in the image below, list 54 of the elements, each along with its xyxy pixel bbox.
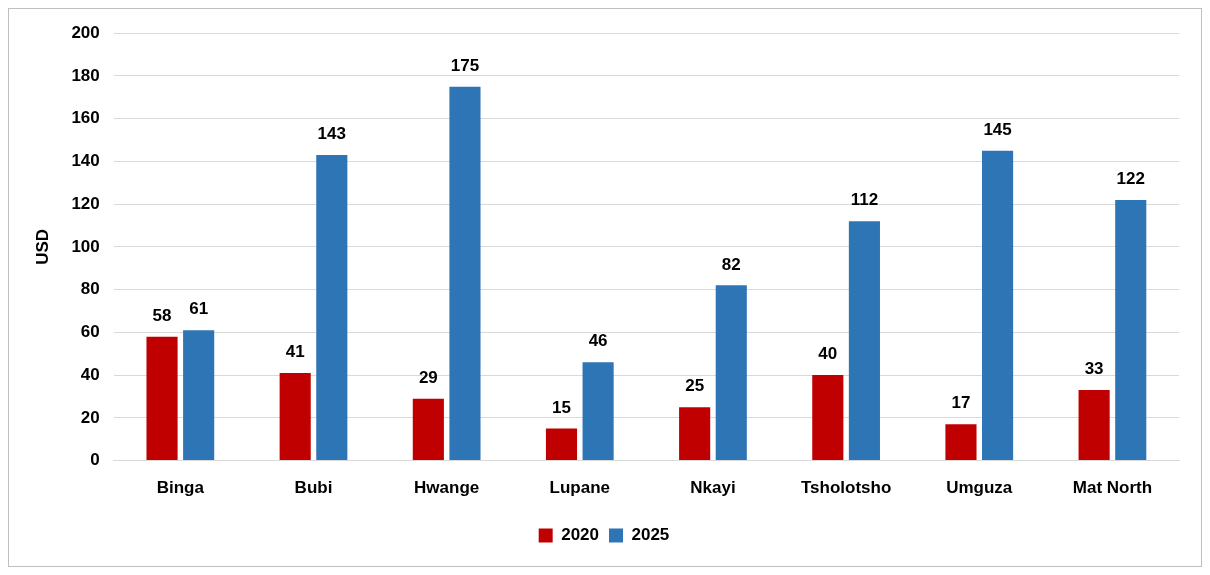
bar [1078, 390, 1110, 461]
y-tick-label: 200 [71, 22, 100, 42]
y-tick-label: 80 [80, 279, 100, 299]
x-tick-label: Umguza [946, 478, 1013, 498]
x-tick-label: Hwange [414, 478, 480, 498]
x-tick-label: Lupane [549, 478, 611, 498]
bar [449, 86, 481, 461]
data-label: 46 [588, 331, 608, 351]
y-tick-label: 160 [71, 108, 100, 128]
bar [1115, 199, 1147, 461]
bar [582, 362, 614, 461]
data-label: 41 [285, 342, 305, 362]
data-label: 25 [685, 376, 705, 396]
x-tick-label: Nkayi [690, 478, 736, 498]
bar [545, 428, 578, 461]
data-label: 33 [1084, 359, 1104, 379]
bar [279, 372, 311, 461]
x-tick-label: Tsholotsho [800, 478, 892, 498]
y-tick-label: 120 [71, 193, 100, 213]
y-axis-title: USD [32, 228, 52, 265]
bar [146, 336, 178, 461]
data-label: 61 [189, 299, 209, 319]
y-tick-label: 60 [80, 322, 100, 342]
data-label: 15 [552, 397, 571, 417]
data-label: 112 [850, 190, 879, 210]
data-label: 122 [1116, 169, 1145, 189]
bar [982, 150, 1014, 461]
bar [945, 424, 977, 461]
y-tick-label: 100 [71, 236, 100, 256]
bar [316, 155, 348, 461]
data-label: 82 [721, 254, 741, 274]
bar [679, 407, 711, 461]
y-tick-label: 0 [90, 450, 100, 470]
bar [812, 375, 844, 461]
legend-label: 2025 [631, 525, 670, 545]
x-tick-label: Bubi [294, 478, 333, 498]
x-tick-label: Binga [156, 478, 205, 498]
data-label: 143 [317, 124, 346, 144]
data-label: 29 [418, 367, 438, 387]
bar [183, 330, 215, 461]
y-tick-label: 20 [80, 407, 100, 427]
bar [715, 285, 747, 461]
data-label: 40 [818, 344, 838, 364]
y-tick-label: 40 [80, 364, 100, 384]
y-tick-label: 140 [71, 151, 100, 171]
data-label: 58 [152, 305, 172, 325]
bar [412, 398, 444, 461]
data-label: 17 [951, 393, 971, 413]
x-tick-label: Mat North [1072, 478, 1153, 498]
data-label: 145 [983, 119, 1012, 139]
y-tick-label: 180 [71, 65, 100, 85]
data-label: 175 [450, 55, 480, 75]
bar [848, 221, 880, 461]
legend-label: 2020 [561, 525, 600, 545]
